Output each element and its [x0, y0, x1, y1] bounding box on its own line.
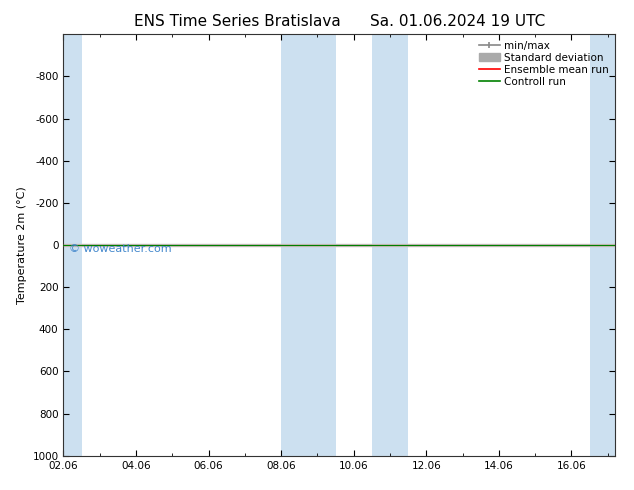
Bar [63, 34, 82, 456]
Bar [372, 34, 408, 456]
Legend: min/max, Standard deviation, Ensemble mean run, Controll run: min/max, Standard deviation, Ensemble me… [476, 37, 612, 90]
Bar [590, 34, 615, 456]
Y-axis label: Temperature 2m (°C): Temperature 2m (°C) [17, 186, 27, 304]
Bar [281, 34, 335, 456]
Text: © woweather.com: © woweather.com [69, 244, 172, 254]
Title: ENS Time Series Bratislava      Sa. 01.06.2024 19 UTC: ENS Time Series Bratislava Sa. 01.06.202… [134, 14, 545, 29]
